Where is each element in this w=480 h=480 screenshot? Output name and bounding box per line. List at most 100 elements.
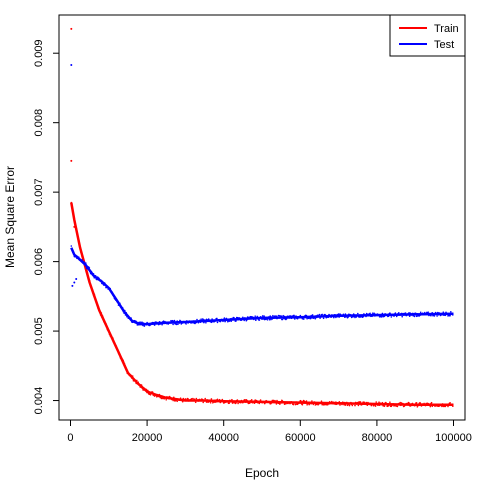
x-axis: 0 20000 40000 60000 80000 100000 (67, 419, 472, 444)
data-point (165, 399, 167, 401)
y-tick-label: 0.004 (33, 387, 45, 415)
data-point (279, 314, 281, 317)
y-tick-label: 0.005 (33, 317, 45, 345)
data-point (311, 314, 314, 316)
data-point (416, 406, 419, 408)
data-point (354, 404, 356, 407)
data-point (272, 399, 275, 402)
data-point (270, 318, 272, 321)
data-point (433, 315, 436, 317)
data-point (306, 404, 308, 406)
legend-box (389, 14, 466, 57)
data-point (390, 316, 393, 318)
data-point (301, 403, 304, 406)
data-point (320, 400, 323, 403)
data-point (449, 314, 451, 317)
data-point (401, 315, 404, 318)
data-point (408, 312, 410, 314)
data-point (207, 318, 210, 320)
data-point (212, 402, 214, 404)
data-point (202, 401, 204, 404)
data-point (429, 405, 432, 408)
data-point (261, 315, 264, 317)
data-point (375, 401, 378, 403)
data-point (250, 399, 253, 401)
data-point (254, 315, 256, 318)
data-point (395, 405, 397, 407)
series-layer (70, 27, 454, 408)
legend-label: Train (434, 23, 459, 35)
data-point (293, 314, 295, 317)
data-point (351, 404, 354, 407)
data-point (277, 314, 280, 317)
series-test (70, 64, 454, 327)
data-point (194, 401, 197, 404)
data-point (305, 400, 308, 402)
data-point (306, 317, 308, 320)
data-point (339, 404, 341, 406)
data-point (444, 405, 447, 408)
data-point (272, 314, 274, 317)
data-point (442, 311, 445, 314)
data-point (322, 317, 325, 320)
data-point (309, 317, 312, 320)
x-tick-label: 40000 (208, 432, 239, 444)
data-point (348, 404, 351, 407)
data-point (424, 311, 426, 314)
data-point (430, 401, 433, 404)
data-point (283, 403, 286, 406)
data-point (395, 315, 398, 318)
data-point (177, 323, 179, 326)
data-point (196, 318, 198, 321)
data-point (447, 405, 449, 408)
data-point (274, 315, 276, 317)
data-point (374, 405, 377, 407)
x-tick-label: 60000 (285, 432, 316, 444)
data-point (398, 312, 400, 314)
data-point (383, 405, 386, 408)
data-point (227, 320, 229, 323)
data-point (369, 312, 371, 315)
data-point (255, 319, 257, 322)
data-point (205, 322, 207, 324)
data-point (190, 398, 193, 400)
data-point (399, 401, 402, 404)
data-point (441, 405, 443, 408)
x-tick-label: 80000 (362, 432, 393, 444)
data-point (228, 402, 230, 405)
data-point (436, 315, 438, 317)
data-point (318, 313, 321, 316)
data-point (202, 318, 204, 321)
data-point (337, 313, 340, 315)
data-point (275, 403, 278, 405)
data-point (175, 323, 178, 326)
data-point (141, 321, 143, 324)
data-point (204, 397, 206, 400)
data-point (258, 319, 261, 321)
data-point (365, 312, 368, 315)
data-point (281, 318, 284, 321)
data-point (294, 403, 297, 406)
data-point (415, 315, 418, 318)
data-point (373, 312, 376, 315)
outlier-point (71, 284, 74, 287)
y-tick-label: 0.008 (33, 109, 45, 137)
data-point (344, 313, 347, 315)
data-point (209, 402, 212, 404)
series-train (70, 27, 454, 408)
data-point (394, 312, 397, 314)
x-axis-label: Epoch (245, 466, 279, 480)
data-point (149, 394, 152, 396)
data-point (200, 318, 202, 321)
data-point (344, 404, 347, 406)
data-point (427, 311, 430, 314)
data-point (302, 318, 305, 320)
data-point (70, 245, 73, 247)
data-point (357, 312, 359, 315)
data-point (372, 404, 375, 407)
outlier-point (70, 159, 73, 162)
data-point (185, 323, 187, 325)
data-point (346, 404, 349, 407)
data-point (171, 319, 174, 322)
